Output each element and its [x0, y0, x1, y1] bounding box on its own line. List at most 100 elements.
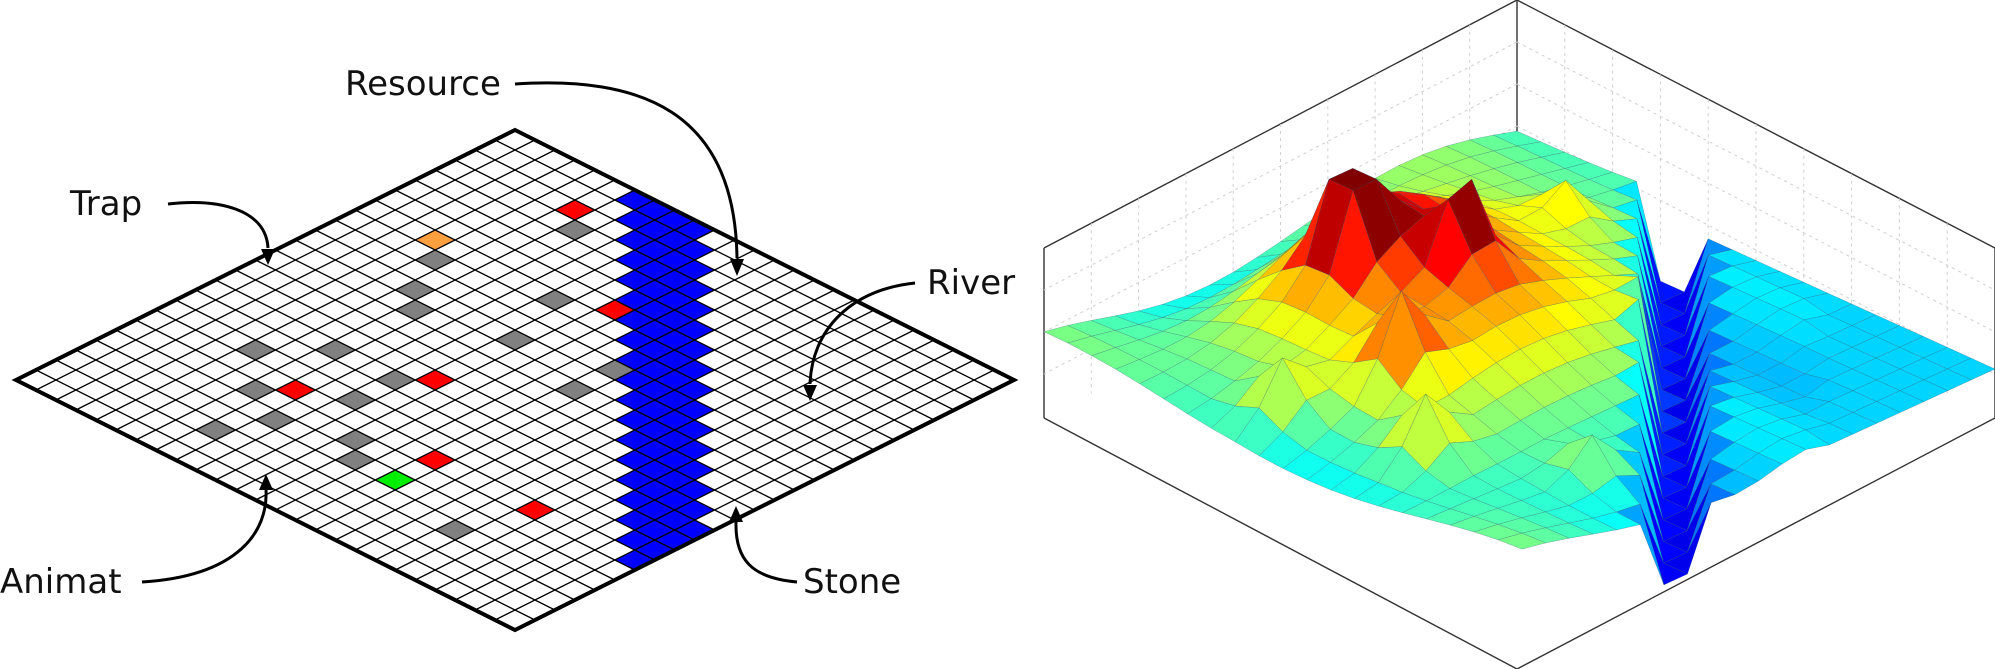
grid-line — [315, 229, 815, 481]
grid-line — [195, 289, 695, 541]
grid-line — [35, 139, 536, 391]
arrow-stone — [734, 521, 798, 584]
stone-cell — [235, 340, 276, 360]
wall-gridline — [1516, 125, 1995, 375]
surface-facet — [1497, 532, 1547, 550]
stone-cell — [235, 380, 276, 400]
grid-line — [414, 179, 915, 431]
grid-line — [75, 159, 576, 411]
grid-line — [474, 359, 975, 611]
stone-cell — [315, 340, 356, 360]
grid-line — [175, 299, 675, 551]
grid-line — [235, 239, 735, 491]
grid-lines — [15, 129, 1015, 631]
arrow-river — [808, 281, 916, 385]
grid-line — [295, 269, 795, 521]
wall-gridline — [1516, 41, 1995, 291]
resource-cell — [375, 470, 416, 490]
grid-line — [75, 349, 576, 601]
label-animat: Animat — [0, 562, 122, 602]
grid-line — [35, 369, 536, 621]
grid-line — [155, 199, 656, 451]
grid-line — [155, 309, 656, 561]
grid-line — [275, 249, 775, 501]
grid-line — [115, 179, 616, 431]
grid-line — [474, 149, 975, 401]
arrow-resource — [514, 81, 739, 259]
plot-box-front — [1043, 417, 1995, 669]
stone-cell — [395, 300, 436, 320]
arrow-animat — [141, 489, 268, 584]
grid-line — [335, 289, 835, 541]
grid-line — [394, 319, 895, 571]
grid-line — [255, 249, 755, 501]
label-river: River — [927, 263, 1015, 303]
trap-cell — [275, 380, 316, 400]
grid-line — [374, 199, 875, 451]
callouts: Resource Trap River Animat Stone — [0, 64, 1015, 602]
box-edge — [1043, 417, 1518, 669]
surface-plot — [1043, 0, 1995, 669]
grid-line — [135, 189, 636, 441]
stone-cell — [415, 250, 456, 270]
label-trap: Trap — [69, 184, 142, 224]
grid-line — [55, 359, 556, 611]
arrowhead-animat — [259, 474, 273, 490]
stone-cell — [435, 520, 476, 540]
grid-line — [414, 329, 915, 581]
grid-line — [494, 139, 995, 391]
grid-line — [275, 259, 775, 511]
stone-cell — [195, 420, 236, 440]
grid-line — [454, 349, 955, 601]
grid-line — [295, 239, 795, 491]
trap-cell — [515, 500, 555, 520]
grid-border — [11, 127, 1019, 633]
grid-line — [355, 209, 855, 461]
grid-line — [315, 279, 815, 531]
arrow-trap — [167, 201, 270, 249]
grid-line — [95, 169, 596, 421]
arrowhead-trap — [261, 249, 275, 265]
trap-cell — [415, 450, 456, 470]
grid-line — [374, 309, 875, 561]
grid-line — [55, 149, 556, 401]
trap-cell — [415, 370, 456, 390]
animat-cell — [415, 230, 456, 250]
arrowhead-resource — [730, 259, 744, 276]
stone-cell — [395, 280, 436, 300]
stone-cell — [255, 410, 296, 430]
arrowhead-stone — [729, 506, 743, 522]
label-resource: Resource — [345, 64, 501, 104]
grid-line — [95, 339, 596, 591]
stone-cell — [375, 370, 416, 390]
grid-line — [215, 229, 715, 481]
grid-line — [494, 369, 995, 621]
stone-cell — [495, 330, 535, 350]
wall-gridline — [1516, 83, 1995, 333]
grid-line — [195, 219, 695, 471]
stone-cell — [535, 290, 575, 310]
grid-line — [434, 169, 935, 421]
grid-line — [135, 319, 636, 571]
grid-line — [434, 339, 935, 591]
grid-line — [215, 279, 715, 531]
grid-line — [255, 259, 755, 511]
grid-line — [235, 269, 735, 521]
wall-gridline — [1043, 41, 1518, 291]
grid-world — [11, 127, 1019, 633]
box-edge — [1516, 417, 1995, 669]
arrowhead-river — [803, 385, 817, 401]
grid-line — [335, 219, 835, 471]
wall-gridline — [1043, 83, 1518, 333]
grid-line — [355, 299, 855, 551]
grid-line — [115, 329, 616, 581]
stone-cell — [554, 380, 595, 400]
surface-mesh — [1043, 130, 1995, 586]
stone-cell — [554, 220, 595, 240]
stone-cell — [335, 390, 376, 410]
grid-line — [454, 159, 955, 411]
label-stone: Stone — [803, 562, 901, 602]
stone-cell — [335, 430, 376, 450]
stone-cell — [335, 450, 376, 470]
